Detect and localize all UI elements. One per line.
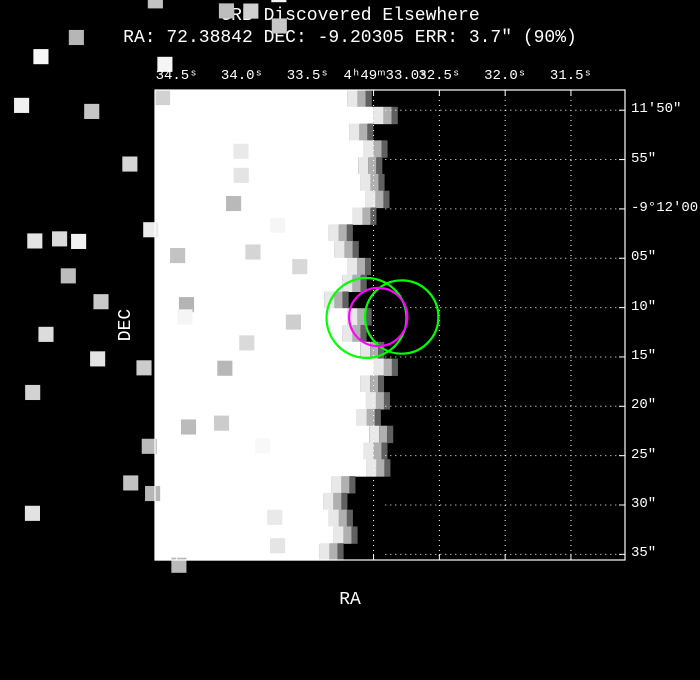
plot-svg bbox=[0, 0, 700, 680]
y-tick-label: 11'50" bbox=[631, 101, 681, 117]
sky-image bbox=[14, 0, 625, 573]
y-tick-label: 25" bbox=[631, 447, 656, 463]
y-tick-label: 55" bbox=[631, 151, 656, 167]
y-tick-label: 10" bbox=[631, 299, 656, 315]
x-tick-label: 31.5ˢ bbox=[541, 68, 601, 84]
x-tick-label: 32.5ˢ bbox=[409, 68, 469, 84]
x-tick-label: 34.5ˢ bbox=[147, 68, 207, 84]
x-tick-label: 4ʰ49ᵐ33.0ˢ bbox=[344, 68, 404, 84]
x-tick-label: 33.5ˢ bbox=[278, 68, 338, 84]
y-tick-label: 20" bbox=[631, 397, 656, 413]
figure-container: GRB Discovered Elsewhere RA: 72.38842 DE… bbox=[0, 0, 700, 680]
x-axis-label: RA bbox=[0, 590, 700, 610]
y-tick-label: 35" bbox=[631, 545, 656, 561]
y-tick-label: -9°12'00" bbox=[631, 200, 700, 216]
y-tick-label: 05" bbox=[631, 249, 656, 265]
y-tick-label: 15" bbox=[631, 348, 656, 364]
y-axis-label: DEC bbox=[116, 309, 136, 341]
y-tick-label: 30" bbox=[631, 496, 656, 512]
x-tick-label: 34.0ˢ bbox=[212, 68, 272, 84]
x-tick-label: 32.0ˢ bbox=[475, 68, 535, 84]
